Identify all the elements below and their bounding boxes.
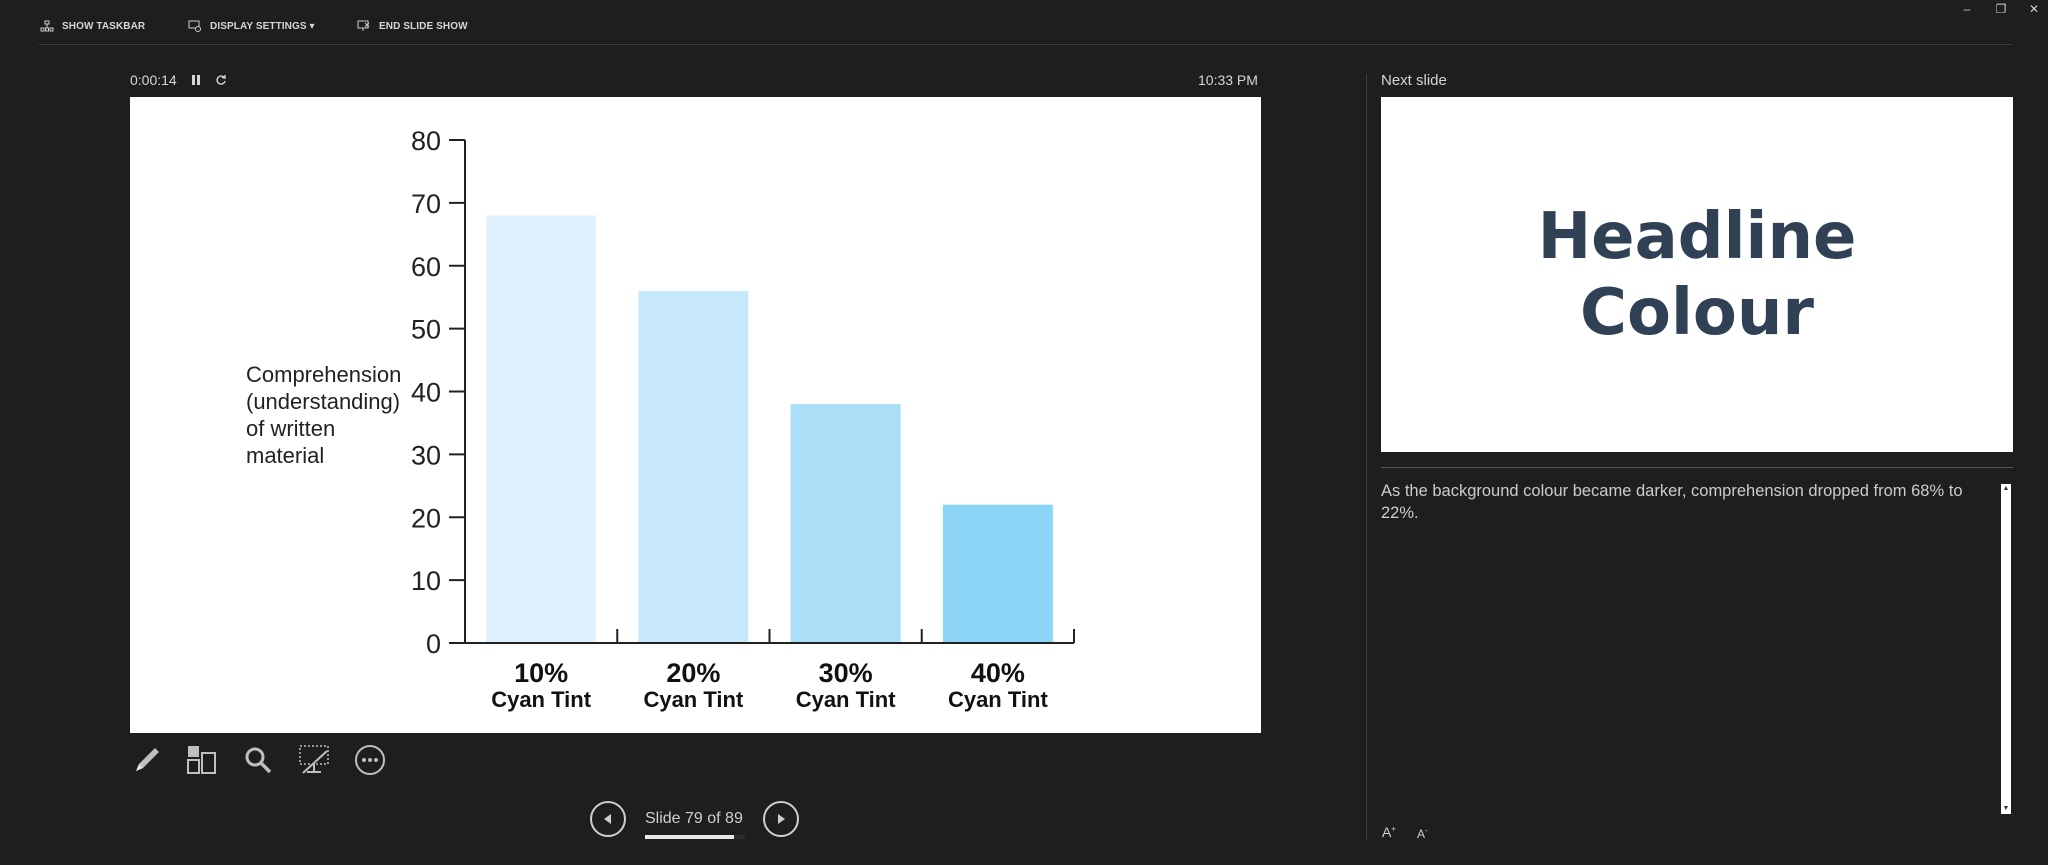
more-options-button[interactable] <box>350 740 390 780</box>
x-category-label: Cyan Tint <box>643 687 744 712</box>
bar <box>486 215 597 643</box>
pause-icon[interactable] <box>191 74 201 86</box>
current-slide[interactable]: Comprehension (understanding) of written… <box>130 97 1261 733</box>
toolbar-divider <box>39 44 2012 45</box>
y-axis-label: Comprehension (understanding) of written… <box>246 361 401 469</box>
y-tick-label: 70 <box>411 189 441 219</box>
next-slide-preview[interactable]: Headline Colour <box>1381 97 2013 452</box>
y-tick-label: 50 <box>411 315 441 345</box>
y-axis-label-line: of written <box>246 416 336 441</box>
x-category-label: Cyan Tint <box>491 687 592 712</box>
clock: 10:33 PM <box>1198 72 1258 88</box>
zoom-button[interactable] <box>238 740 278 780</box>
black-screen-icon <box>299 745 329 774</box>
more-options-icon <box>355 745 385 775</box>
next-slide-title-line: Headline <box>1537 199 1857 274</box>
zoom-icon <box>245 747 272 774</box>
decrease-font-button[interactable]: A- <box>1417 826 1428 841</box>
y-tick-label: 40 <box>411 378 441 408</box>
see-all-slides-icon <box>187 746 216 774</box>
x-category-percent: 40% <box>971 658 1025 688</box>
end-slide-show-label: END SLIDE SHOW <box>379 20 468 32</box>
show-taskbar-label: SHOW TASKBAR <box>62 20 146 32</box>
notes-divider <box>1381 467 2013 468</box>
minimize-icon[interactable]: – <box>1963 2 1971 16</box>
end-slide-show-icon <box>357 20 370 31</box>
close-icon[interactable]: ✕ <box>2028 2 2040 16</box>
triangle-right-icon <box>778 814 785 824</box>
slide-counter[interactable]: Slide 79 of 89 <box>645 810 743 827</box>
display-settings-button[interactable]: DISPLAY SETTINGS ▾ <box>188 16 315 36</box>
y-axis-label-line: material <box>246 443 325 468</box>
y-tick-label: 80 <box>411 126 441 156</box>
see-all-slides-button[interactable] <box>182 740 222 780</box>
display-settings-label: DISPLAY SETTINGS ▾ <box>210 20 315 32</box>
next-slide-title: Headline Colour <box>1538 199 1857 351</box>
black-screen-button[interactable] <box>294 740 334 780</box>
scroll-up-icon[interactable]: ▲ <box>2002 485 2010 492</box>
bar <box>790 404 901 643</box>
y-tick-label: 10 <box>411 566 441 596</box>
show-taskbar-button[interactable]: SHOW TASKBAR <box>40 16 145 36</box>
next-slide-button[interactable] <box>763 801 799 837</box>
previous-slide-button[interactable] <box>590 801 626 837</box>
x-category-percent: 30% <box>819 658 873 688</box>
scroll-down-icon[interactable]: ▼ <box>2002 805 2010 812</box>
restore-icon[interactable]: ❐ <box>1995 2 2007 16</box>
end-slide-show-button[interactable]: END SLIDE SHOW <box>357 16 468 36</box>
show-taskbar-icon <box>40 20 54 32</box>
increase-font-button[interactable]: A+ <box>1382 824 1397 840</box>
x-category-percent: 20% <box>666 658 720 688</box>
slide-progress-bar <box>645 835 745 839</box>
timer: 0:00:14 <box>130 72 227 88</box>
speaker-notes[interactable]: As the background colour became darker, … <box>1381 482 1963 522</box>
display-settings-icon <box>188 20 201 32</box>
bar <box>942 504 1053 643</box>
notes-scrollbar[interactable]: ▲ ▼ <box>2001 484 2011 814</box>
pen-icon <box>136 748 159 771</box>
pen-tool-button[interactable] <box>127 740 167 780</box>
y-tick-label: 20 <box>411 503 441 533</box>
y-axis-label-line: (understanding) <box>246 389 401 414</box>
next-slide-title-line: Colour <box>1580 275 1814 350</box>
pane-divider[interactable] <box>1366 74 1367 841</box>
y-tick-label: 0 <box>426 629 441 659</box>
next-slide-label: Next slide <box>1381 72 1447 89</box>
triangle-left-icon <box>604 814 611 824</box>
y-tick-label: 60 <box>411 252 441 282</box>
restart-timer-icon[interactable] <box>215 74 227 86</box>
x-category-percent: 10% <box>514 658 568 688</box>
bar <box>638 290 749 643</box>
x-category-label: Cyan Tint <box>948 687 1049 712</box>
y-axis-label-line: Comprehension <box>246 362 402 387</box>
y-tick-label: 30 <box>411 440 441 470</box>
elapsed-time: 0:00:14 <box>130 72 177 88</box>
slide-progress-fill <box>645 835 734 839</box>
x-category-label: Cyan Tint <box>796 687 897 712</box>
